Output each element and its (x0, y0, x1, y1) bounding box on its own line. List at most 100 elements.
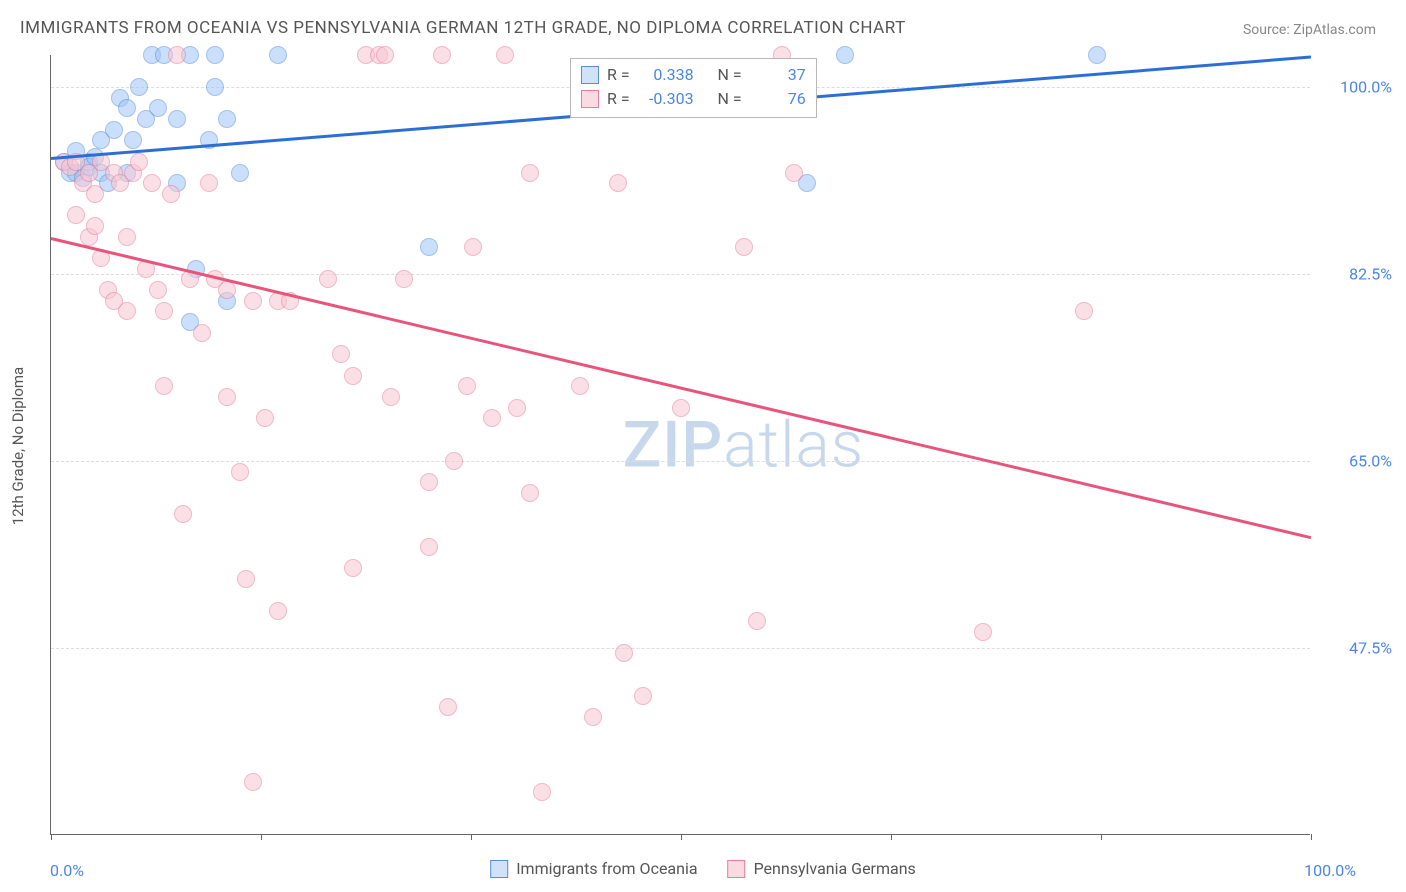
data-point-a (218, 110, 236, 128)
data-point-b (376, 46, 394, 64)
data-point-b (269, 602, 287, 620)
data-point-b (118, 228, 136, 246)
data-point-b (748, 612, 766, 630)
n-label: N = (718, 63, 742, 87)
data-point-b (420, 473, 438, 491)
y-axis-label: 12th Grade, No Diploma (9, 367, 27, 525)
series-legend: Immigrants from Oceania Pennsylvania Ger… (490, 859, 916, 878)
data-point-a (836, 46, 854, 64)
y-tick-label: 82.5% (1349, 265, 1392, 284)
data-point-b (244, 292, 262, 310)
source-label: Source: (1243, 22, 1293, 38)
data-point-b (155, 377, 173, 395)
y-tick-label: 47.5% (1349, 639, 1392, 658)
data-point-b (382, 388, 400, 406)
data-point-a (118, 99, 136, 117)
data-point-a (206, 78, 224, 96)
data-point-a (105, 121, 123, 139)
data-point-b (445, 452, 463, 470)
data-point-b (86, 185, 104, 203)
data-point-a (231, 164, 249, 182)
data-point-b (162, 185, 180, 203)
data-point-a (130, 78, 148, 96)
data-point-b (319, 270, 337, 288)
data-point-b (609, 174, 627, 192)
x-tick (1311, 834, 1312, 840)
data-point-b (1075, 302, 1093, 320)
data-point-a (1088, 46, 1106, 64)
data-point-b (200, 174, 218, 192)
data-point-b (344, 559, 362, 577)
data-point-a (420, 238, 438, 256)
n-label: N = (718, 87, 742, 111)
data-point-b (344, 367, 362, 385)
data-point-b (332, 345, 350, 363)
watermark-bold: ZIP (623, 407, 724, 482)
data-point-b (521, 484, 539, 502)
r-label: R = (607, 87, 630, 111)
swatch-oceania (581, 66, 599, 84)
data-point-b (395, 270, 413, 288)
data-point-b (439, 698, 457, 716)
data-point-a (168, 110, 186, 128)
x-axis-max-label: 100.0% (1304, 861, 1356, 880)
data-point-b (143, 174, 161, 192)
x-tick (681, 834, 682, 840)
data-point-b (974, 623, 992, 641)
watermark-light: atlas (723, 407, 864, 482)
swatch-oceania (490, 860, 508, 878)
y-tick-label: 65.0% (1349, 452, 1392, 471)
data-point-b (433, 46, 451, 64)
x-tick (891, 834, 892, 840)
n-value-oceania: 37 (750, 63, 806, 87)
data-point-b (508, 399, 526, 417)
watermark: ZIPatlas (623, 407, 865, 482)
y-tick-label: 100.0% (1340, 78, 1392, 97)
gridline (51, 648, 1310, 649)
legend-item-oceania: Immigrants from Oceania (490, 859, 697, 878)
scatter-plot-area: ZIPatlas (50, 55, 1310, 835)
data-point-b (231, 463, 249, 481)
data-point-b (218, 388, 236, 406)
chart-title: IMMIGRANTS FROM OCEANIA VS PENNSYLVANIA … (20, 18, 906, 38)
data-point-b (174, 505, 192, 523)
data-point-b (496, 46, 514, 64)
data-point-a (269, 46, 287, 64)
data-point-b (256, 409, 274, 427)
x-tick (51, 834, 52, 840)
legend-label-penn-german: Pennsylvania Germans (754, 859, 916, 878)
data-point-b (193, 324, 211, 342)
x-tick (471, 834, 472, 840)
data-point-b (458, 377, 476, 395)
x-axis-min-label: 0.0% (50, 861, 84, 880)
n-value-penn-german: 76 (750, 87, 806, 111)
data-point-b (735, 238, 753, 256)
legend-row-penn-german: R = -0.303 N = 76 (581, 87, 806, 111)
data-point-a (149, 99, 167, 117)
data-point-b (483, 409, 501, 427)
legend-item-penn-german: Pennsylvania Germans (728, 859, 916, 878)
x-tick (1101, 834, 1102, 840)
data-point-a (124, 131, 142, 149)
trend-line-b (51, 237, 1312, 539)
data-point-b (584, 708, 602, 726)
data-point-b (533, 783, 551, 801)
legend-label-oceania: Immigrants from Oceania (516, 859, 697, 878)
source-attribution: Source: ZipAtlas.com (1243, 22, 1376, 38)
data-point-b (218, 281, 236, 299)
correlation-legend: R = 0.338 N = 37 R = -0.303 N = 76 (570, 58, 817, 118)
r-value-oceania: 0.338 (638, 63, 694, 87)
data-point-b (244, 773, 262, 791)
data-point-b (420, 538, 438, 556)
r-label: R = (607, 63, 630, 87)
source-link[interactable]: ZipAtlas.com (1293, 22, 1376, 38)
data-point-b (785, 164, 803, 182)
data-point-b (118, 302, 136, 320)
gridline (51, 274, 1310, 275)
data-point-b (168, 46, 186, 64)
data-point-b (464, 238, 482, 256)
data-point-b (634, 687, 652, 705)
legend-row-oceania: R = 0.338 N = 37 (581, 63, 806, 87)
data-point-b (615, 644, 633, 662)
swatch-penn-german (728, 860, 746, 878)
